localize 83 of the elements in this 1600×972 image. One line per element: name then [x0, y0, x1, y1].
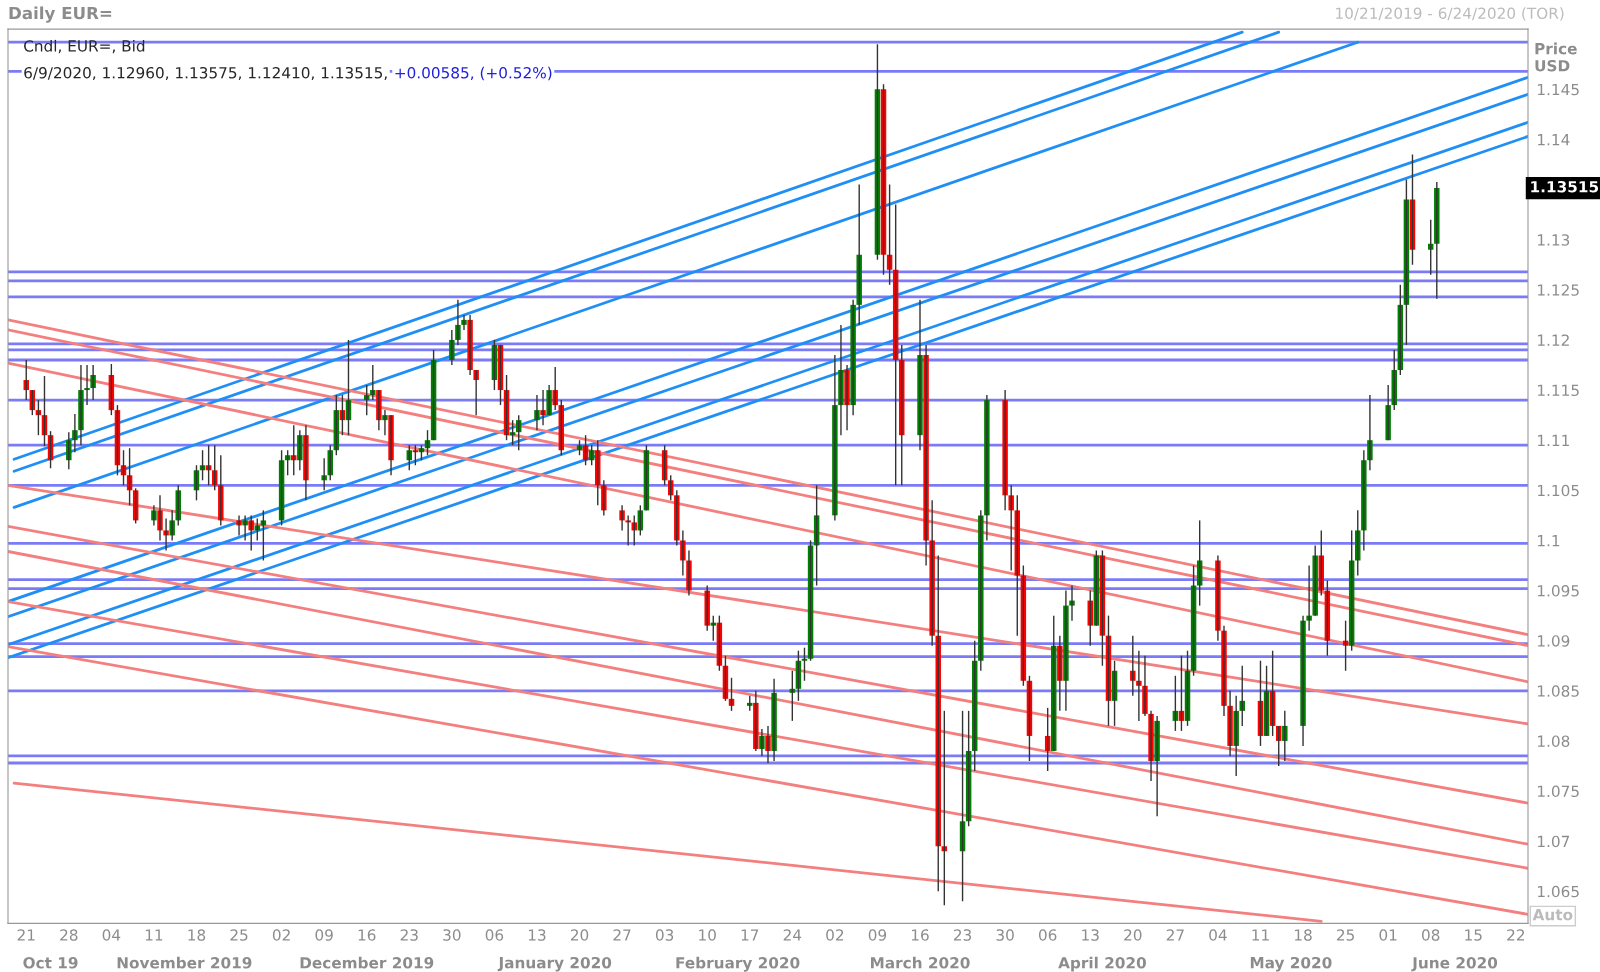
text: Auto: [1532, 909, 1573, 921]
x-tick-label: 23: [400, 929, 418, 941]
y-tick-label: 1.07: [1538, 835, 1570, 848]
x-tick-label: 08: [1422, 929, 1440, 941]
candlestick: [704, 584, 710, 632]
x2-tick-label: December 2019: [300, 956, 434, 969]
y-tick-label: 1.075: [1538, 785, 1579, 798]
y-axis-title: Price USD: [1535, 42, 1577, 72]
y-tick-label: 1.125: [1538, 284, 1579, 296]
y-tick-label: 1.095: [1538, 585, 1579, 597]
x-tick-label: 13: [1082, 929, 1099, 941]
annotation: 6/9/2020, 1.12960, 1.13575, 1.12410, 1.13515,: [24, 66, 387, 81]
y-tick-label: 1.12: [1538, 334, 1569, 346]
x-tick-label: 30: [443, 929, 461, 941]
annotation: Cndl, EUR=, Bid: [24, 39, 145, 54]
x-tick-label: 17: [741, 929, 759, 941]
candlestick: [1008, 484, 1014, 572]
y-tick-label: 1.145: [1538, 83, 1579, 96]
x-tick-label: 16: [911, 929, 929, 941]
x-tick-label: 20: [570, 929, 589, 941]
candlestick: [1312, 544, 1318, 617]
x-tick-label: 18: [188, 929, 206, 941]
x-tick-label: 06: [1038, 929, 1057, 941]
y-tick-label: 1.08: [1538, 735, 1570, 747]
x2-tick-label: Oct 19: [23, 957, 78, 969]
x-tick-label: 04: [1209, 929, 1227, 941]
chart-title: Daily EUR=: [9, 6, 112, 23]
x2-tick-label: November 2019: [117, 956, 252, 969]
x2-tick-label: May 2020: [1250, 956, 1332, 972]
candlestick: [66, 431, 72, 470]
candlestick: [674, 489, 680, 547]
y-tick-label: 1.115: [1538, 384, 1579, 397]
x2-tick-label: February 2020: [676, 956, 800, 972]
y-tick-label: 1.065: [1538, 885, 1579, 898]
candlestick: [1130, 634, 1136, 697]
x-tick-label: 02: [272, 929, 290, 941]
text: 1.13515: [1531, 180, 1599, 193]
x-tick-label: 22: [1507, 929, 1525, 941]
x-tick-label: 23: [953, 929, 972, 941]
x-tick-label: 18: [1295, 929, 1312, 941]
x-tick-label: 11: [1252, 929, 1269, 941]
x2-tick-label: April 2020: [1058, 956, 1146, 972]
y-tick-label: 1.1: [1538, 535, 1560, 547]
x-tick-label: 04: [102, 929, 121, 941]
x-tick-label: 03: [655, 929, 674, 941]
x-tick-label: 25: [230, 929, 248, 941]
x-tick-label: 01: [1379, 929, 1397, 941]
y-tick-label: 1.085: [1538, 685, 1579, 697]
x-tick-label: 09: [315, 929, 333, 941]
text: 10/21/2019 - 6/24/2020 (TOR): [1336, 7, 1564, 21]
y-tick-label: 1.105: [1538, 484, 1579, 497]
candlestick: [1434, 181, 1440, 300]
candlestick: [978, 509, 984, 672]
x-tick-label: 11: [145, 929, 163, 941]
candlestick: [248, 514, 254, 552]
x-tick-label: 27: [1166, 929, 1184, 941]
x-tick-label: 06: [485, 929, 504, 941]
candlestick: [1282, 710, 1288, 762]
y-tick-label: 1.13: [1538, 234, 1570, 246]
x-tick-label: 16: [358, 929, 376, 941]
x-tick-label: 20: [1124, 929, 1142, 941]
x2-tick-label: June 2020: [1411, 957, 1498, 972]
annotation: +0.00585, (+0.52%): [395, 66, 552, 81]
x-tick-label: 28: [60, 929, 78, 941]
y-tick-label: 1.09: [1538, 635, 1570, 647]
candlestick: [856, 183, 862, 326]
candlestick: [370, 364, 376, 401]
x-tick-label: 27: [613, 929, 631, 941]
x-tick-label: 21: [17, 929, 35, 941]
y-tick-label: 1.11: [1538, 434, 1569, 446]
x-tick-label: 24: [783, 929, 802, 941]
y-tick-label: 1.14: [1538, 134, 1570, 146]
x-tick-label: 02: [826, 929, 844, 941]
x-tick-label: 10: [699, 929, 716, 941]
x2-tick-label: January 2020: [497, 956, 612, 972]
candlestick: [218, 454, 224, 527]
x-tick-label: 30: [996, 929, 1014, 941]
x-tick-label: 15: [1465, 929, 1482, 941]
x-tick-label: 13: [528, 929, 546, 941]
x-tick-label: 25: [1337, 929, 1354, 941]
x2-tick-label: March 2020: [870, 956, 970, 969]
x-tick-label: 09: [868, 929, 887, 941]
candlestick: [552, 366, 558, 411]
